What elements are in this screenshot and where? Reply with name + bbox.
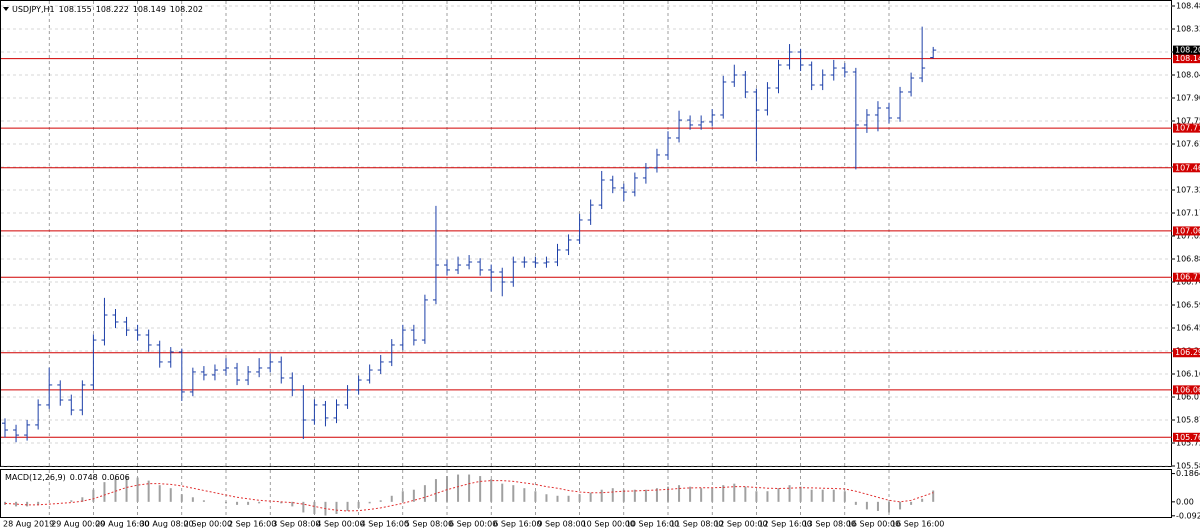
x-tick-label: 4 Sep 00:00 [316, 520, 364, 529]
chart-header: USDJPY,H1 108.155 108.222 108.149 108.202 [12, 5, 203, 14]
price-label: 108.202 [1175, 46, 1200, 55]
level-label: 107.460 [1175, 163, 1200, 172]
level-label: 106.770 [1175, 273, 1200, 282]
x-tick-label: 29 Aug 16:00 [95, 520, 149, 529]
x-tick-label: 11 Sep 08:00 [670, 520, 723, 529]
y-tick-label: 107.610 [1176, 140, 1200, 149]
y-tick-label: 108.480 [1176, 2, 1200, 11]
x-tick-label: 6 Sep 00:00 [449, 520, 497, 529]
x-tick-label: 2 Sep 00:00 [184, 520, 232, 529]
level-tag [1173, 54, 1200, 64]
macd-value: 0.0748 [70, 473, 98, 482]
y-tick-label: 106.160 [1176, 370, 1200, 379]
x-tick-label: 4 Sep 16:00 [361, 520, 409, 529]
signal-value: 0.0606 [102, 473, 130, 482]
x-tick-label: 16 Sep 00:00 [847, 520, 900, 529]
level-tag [1173, 432, 1200, 442]
y-tick-label: 106.450 [1176, 324, 1200, 333]
level-tag [1173, 226, 1200, 236]
level-tag [1173, 123, 1200, 133]
x-tick-label: 16 Sep 16:00 [891, 520, 944, 529]
level-label: 105.761 [1175, 433, 1200, 442]
x-tick-label: 13 Sep 08:00 [803, 520, 856, 529]
y-tick-label: 0.00 [1176, 497, 1194, 506]
symbol: USDJPY,H1 [12, 5, 55, 14]
y-tick-label: 106.885 [1176, 255, 1200, 264]
level-label: 106.060 [1175, 385, 1200, 394]
x-tick-label: 10 Sep 16:00 [626, 520, 679, 529]
x-tick-label: 9 Sep 08:00 [537, 520, 585, 529]
y-tick-label: 107.900 [1176, 94, 1200, 103]
y-tick-label: -0.0921 [1176, 511, 1200, 520]
ohlc-value: 108.149 [133, 5, 166, 14]
y-tick-label: 107.030 [1176, 232, 1200, 241]
macd-panel [0, 469, 1172, 518]
y-tick-label: 108.045 [1176, 71, 1200, 80]
y-tick-label: 108.335 [1176, 25, 1200, 34]
signal-line [4, 480, 934, 512]
x-tick-label: 28 Aug 2019 [3, 520, 54, 529]
level-tag [1173, 348, 1200, 358]
y-tick-label: 106.740 [1176, 278, 1200, 287]
x-tick-label: 6 Sep 16:00 [493, 520, 541, 529]
x-tick-label: 10 Sep 00:00 [582, 520, 635, 529]
x-tick-label: 30 Aug 08:00 [140, 520, 194, 529]
y-tick-label: 106.595 [1176, 301, 1200, 310]
macd-header: MACD(12,26,9) 0.0748 0.0606 [5, 473, 130, 482]
level-label: 107.710 [1175, 124, 1200, 133]
level-tag [1173, 163, 1200, 173]
x-tick-label: 29 Aug 00:00 [51, 520, 105, 529]
x-tick-label: 2 Sep 16:00 [228, 520, 276, 529]
level-label: 107.062 [1175, 226, 1200, 235]
y-tick-label: 105.580 [1176, 462, 1200, 471]
x-tick-label: 5 Sep 08:00 [405, 520, 453, 529]
y-tick-label: 107.175 [1176, 209, 1200, 218]
level-tag [1173, 272, 1200, 282]
y-tick-label: 0.1864 [1176, 469, 1200, 478]
x-tick-label: 12 Sep 16:00 [758, 520, 811, 529]
menu-arrow [3, 7, 9, 11]
macd-name: MACD(12,26,9) [5, 473, 66, 482]
ohlc-value: 108.155 [59, 5, 92, 14]
x-tick-label: 12 Sep 00:00 [714, 520, 767, 529]
level-tag [1173, 385, 1200, 395]
ohlc-value: 108.222 [96, 5, 129, 14]
ohlc-value: 108.202 [170, 5, 203, 14]
y-tick-label: 105.870 [1176, 416, 1200, 425]
y-tick-label: 106.015 [1176, 393, 1200, 402]
main-panel [0, 0, 1172, 467]
y-tick-label: 107.755 [1176, 117, 1200, 126]
x-tick-label: 3 Sep 08:00 [272, 520, 320, 529]
y-tick-label: 105.725 [1176, 439, 1200, 448]
level-label: 106.294 [1175, 348, 1200, 357]
level-label: 108.148 [1175, 54, 1200, 63]
price-tag [1173, 45, 1200, 55]
y-tick-label: 107.320 [1176, 186, 1200, 195]
